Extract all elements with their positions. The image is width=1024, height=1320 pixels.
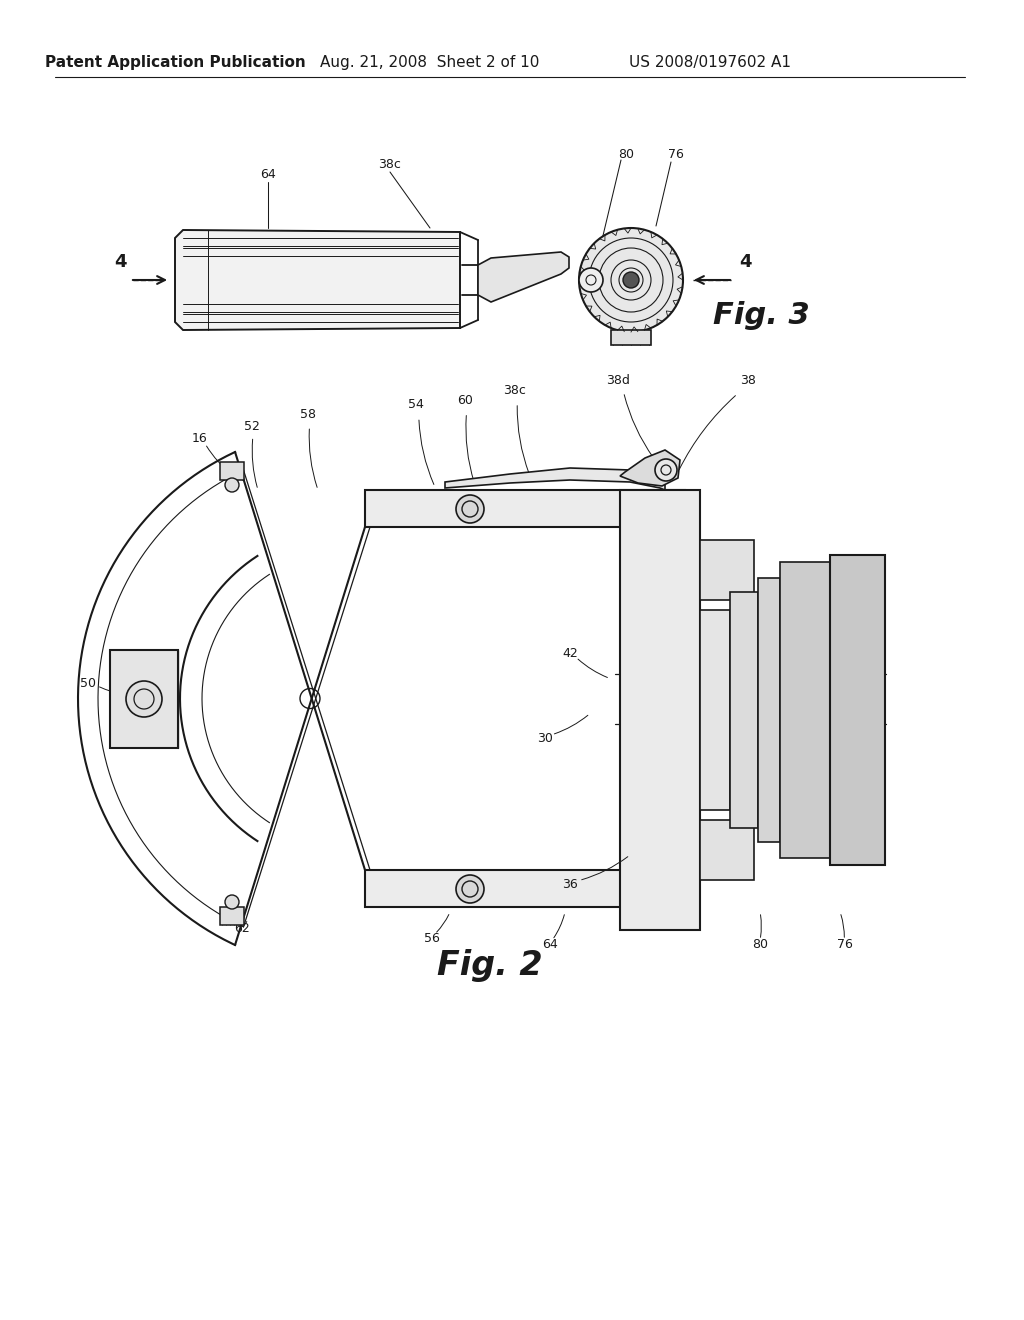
Circle shape xyxy=(456,495,484,523)
Circle shape xyxy=(623,272,639,288)
Circle shape xyxy=(579,228,683,333)
Text: Fig. 3: Fig. 3 xyxy=(713,301,810,330)
Text: 80: 80 xyxy=(752,939,768,952)
Bar xyxy=(780,562,830,858)
Bar xyxy=(620,490,700,931)
Circle shape xyxy=(456,875,484,903)
Bar xyxy=(110,649,178,748)
Polygon shape xyxy=(175,230,460,330)
Circle shape xyxy=(225,895,239,909)
Bar xyxy=(478,265,494,294)
Bar xyxy=(220,907,244,925)
Text: 4: 4 xyxy=(114,253,126,271)
Text: Fig. 2: Fig. 2 xyxy=(437,949,543,982)
Text: Aug. 21, 2008  Sheet 2 of 10: Aug. 21, 2008 Sheet 2 of 10 xyxy=(321,54,540,70)
Text: 38: 38 xyxy=(740,374,756,387)
Bar xyxy=(365,490,685,527)
Polygon shape xyxy=(620,450,680,486)
Circle shape xyxy=(579,268,603,292)
Text: 4: 4 xyxy=(738,253,752,271)
Text: US 2008/0197602 A1: US 2008/0197602 A1 xyxy=(629,54,791,70)
Bar xyxy=(700,610,730,810)
Text: 62: 62 xyxy=(234,921,250,935)
Text: 38c: 38c xyxy=(504,384,526,396)
Text: 30: 30 xyxy=(537,733,553,744)
Text: 50: 50 xyxy=(80,677,96,690)
Text: 38d: 38d xyxy=(606,374,630,387)
Polygon shape xyxy=(445,469,665,490)
Text: 80: 80 xyxy=(618,149,634,161)
Bar xyxy=(700,820,754,880)
Text: 54: 54 xyxy=(408,399,424,412)
Text: 60: 60 xyxy=(457,393,473,407)
Polygon shape xyxy=(478,252,569,302)
Text: 64: 64 xyxy=(542,939,558,952)
Bar xyxy=(730,591,758,828)
Text: 64: 64 xyxy=(260,169,275,181)
Bar xyxy=(611,330,651,345)
Text: 76: 76 xyxy=(837,939,853,952)
Bar xyxy=(758,578,780,842)
Text: 56: 56 xyxy=(424,932,440,945)
Circle shape xyxy=(655,459,677,480)
Bar xyxy=(830,554,885,865)
Circle shape xyxy=(126,681,162,717)
Text: 52: 52 xyxy=(244,421,260,433)
Text: 58: 58 xyxy=(300,408,316,421)
Text: 76: 76 xyxy=(668,149,684,161)
Bar xyxy=(365,870,685,907)
Bar xyxy=(220,462,244,480)
Circle shape xyxy=(225,478,239,492)
Text: 36: 36 xyxy=(562,879,578,891)
Text: 42: 42 xyxy=(562,647,578,660)
Text: 16: 16 xyxy=(193,432,208,445)
Bar xyxy=(700,540,754,601)
Text: 38c: 38c xyxy=(379,158,401,172)
Text: Patent Application Publication: Patent Application Publication xyxy=(45,54,305,70)
